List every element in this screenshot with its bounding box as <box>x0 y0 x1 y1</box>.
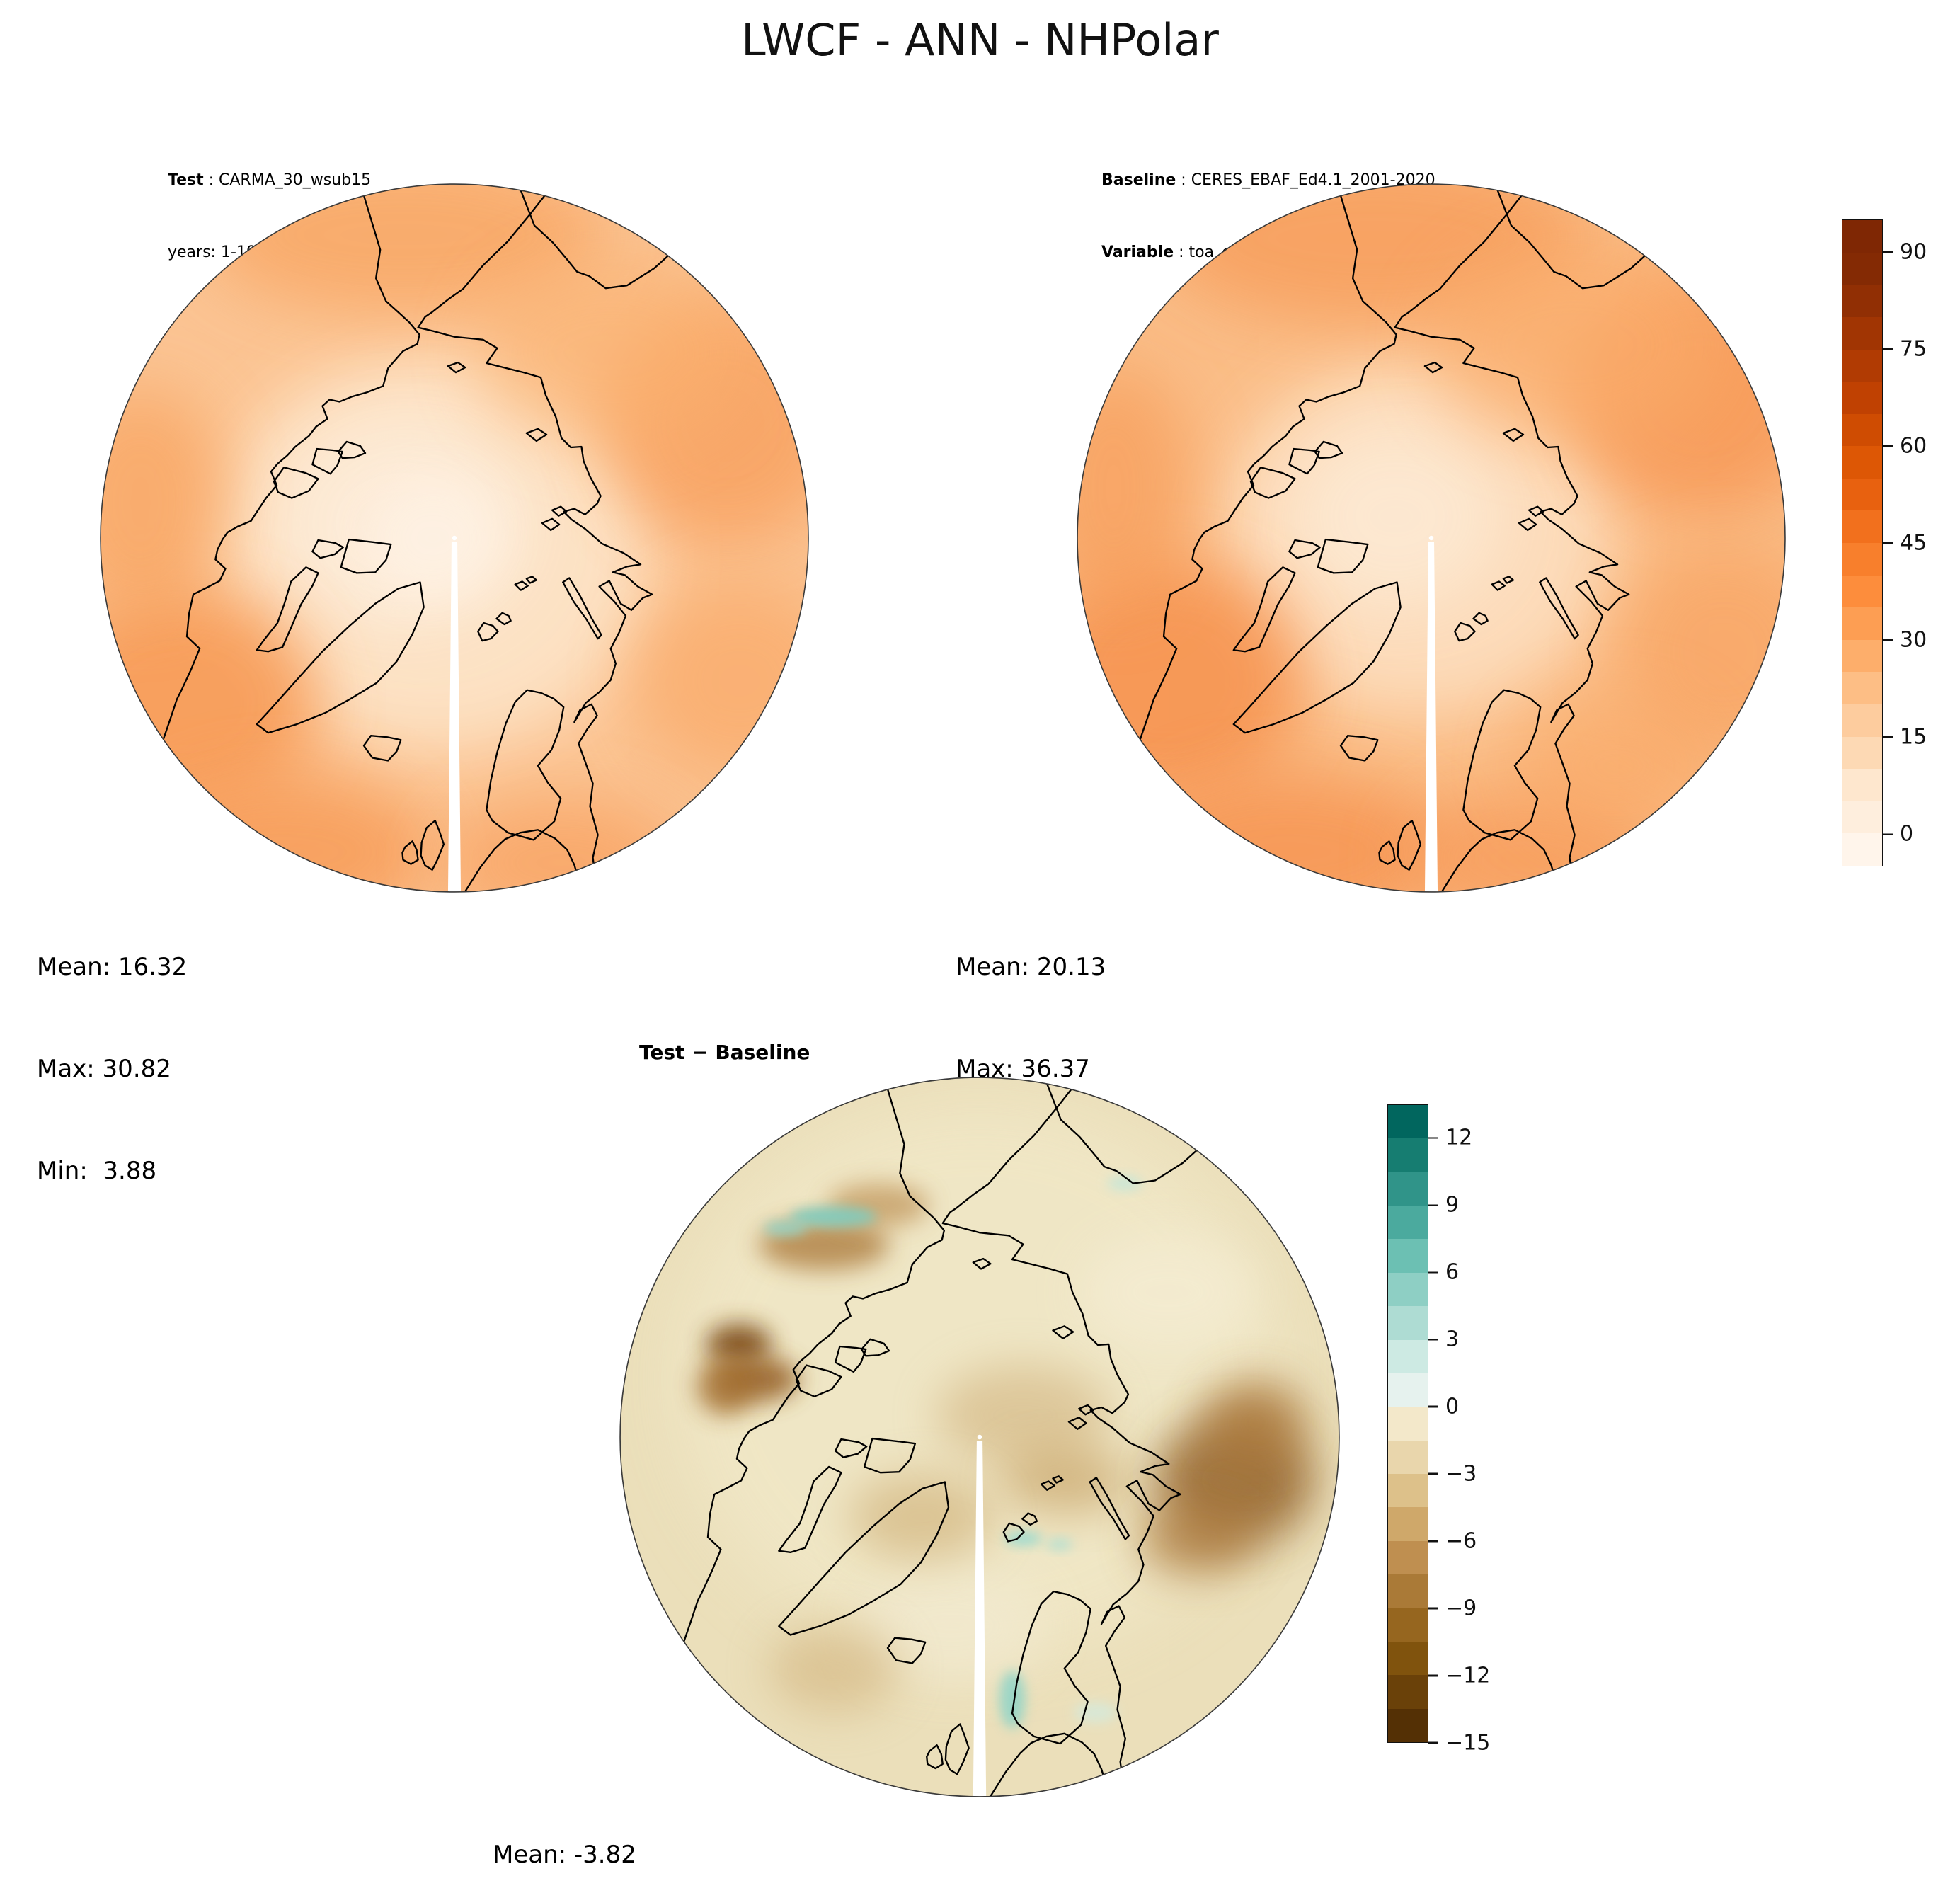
colorbar-diff-ticks: −15 −12 −9 −6 −3 0 3 6 9 12 <box>1428 1104 1520 1756</box>
pole-dot <box>452 535 457 541</box>
colorbar-diff-body <box>1387 1104 1428 1743</box>
tick-mark <box>1883 348 1893 350</box>
tick-label: 75 <box>1900 336 1927 362</box>
test-stat-min: Min: 3.88 <box>37 1157 157 1185</box>
map-test-boundary <box>100 183 809 893</box>
map-baseline <box>1077 183 1786 893</box>
tick-label: 30 <box>1900 627 1927 653</box>
tick-mark <box>1428 1271 1438 1274</box>
colorbar-tick--6: −6 <box>1428 1529 1477 1554</box>
tick-mark <box>1883 736 1893 738</box>
figure-title: LWCF - ANN - NHPolar <box>741 14 1219 66</box>
tick-mark <box>1428 1472 1438 1475</box>
colorbar-tick-60: 60 <box>1883 433 1927 458</box>
diff-stat-mean: Mean: -3.82 <box>493 1841 636 1869</box>
tick-mark <box>1883 445 1893 447</box>
colorbar-tick--9: −9 <box>1428 1596 1477 1621</box>
map-baseline-boundary <box>1077 183 1786 893</box>
colorbar-main-ticks: 0 15 30 45 60 75 90 <box>1883 219 1960 866</box>
colorbar-tick--3: −3 <box>1428 1462 1477 1487</box>
baseline-stat-mean: Mean: 20.13 <box>956 953 1106 981</box>
tick-mark <box>1428 1540 1438 1543</box>
tick-mark <box>1428 1204 1438 1206</box>
tick-label: 15 <box>1900 724 1927 750</box>
map-test <box>100 183 809 893</box>
baseline-variable-key: Variable <box>1101 244 1174 261</box>
tick-label: 6 <box>1445 1259 1460 1285</box>
colorbar-diff: −15 −12 −9 −6 −3 0 3 6 9 12 <box>1387 1104 1490 1756</box>
tick-mark <box>1883 542 1893 544</box>
colorbar-tick-9: 9 <box>1428 1193 1459 1218</box>
tick-label: 60 <box>1900 433 1927 459</box>
tick-label: −15 <box>1445 1730 1491 1756</box>
colorbar-tick-15: 15 <box>1883 725 1927 750</box>
tick-label: 90 <box>1900 239 1927 265</box>
pole-dot <box>977 1434 982 1440</box>
tick-mark <box>1883 251 1893 253</box>
tick-mark <box>1883 833 1893 835</box>
test-stat-max: Max: 30.82 <box>37 1055 171 1083</box>
test-stat-mean: Mean: 16.32 <box>37 953 188 981</box>
colorbar-tick-90: 90 <box>1883 239 1927 264</box>
tick-mark <box>1428 1137 1438 1139</box>
tick-mark <box>1428 1674 1438 1677</box>
tick-label: 3 <box>1445 1327 1460 1352</box>
tick-mark <box>1883 639 1893 641</box>
colorbar-tick-0: 0 <box>1883 822 1913 847</box>
test-label: Test : CARMA_30_wsub15 <box>168 168 371 193</box>
map-diff <box>619 1077 1340 1797</box>
tick-label: 9 <box>1445 1192 1460 1218</box>
baseline-label: Baseline : CERES_EBAF_Ed4.1_2001-2020 <box>1101 168 1435 193</box>
tick-mark <box>1428 1607 1438 1610</box>
tick-mark <box>1428 1405 1438 1408</box>
test-label-key: Test <box>168 171 204 189</box>
map-panel-baseline <box>1074 181 1788 895</box>
colorbar-main-body <box>1842 219 1883 866</box>
tick-mark <box>1428 1741 1438 1744</box>
baseline-label-key: Baseline <box>1101 171 1176 189</box>
colorbar-tick--15: −15 <box>1428 1731 1490 1756</box>
colorbar-tick-12: 12 <box>1428 1126 1472 1150</box>
diff-stats: Mean: -3.82 Max: 8.34 Min: -17.48 <box>493 1770 636 1888</box>
tick-label: −12 <box>1445 1663 1491 1688</box>
colorbar-tick-30: 30 <box>1883 628 1927 653</box>
colorbar-main: 0 15 30 45 60 75 90 <box>1842 219 1927 866</box>
colorbar-tick-45: 45 <box>1883 531 1927 556</box>
test-label-value: : CARMA_30_wsub15 <box>203 171 372 189</box>
prime-meridian-seam <box>973 1441 987 1797</box>
prime-meridian-seam <box>1424 542 1438 892</box>
map-panel-test <box>98 181 811 895</box>
tick-label: −6 <box>1445 1528 1477 1554</box>
colorbar-tick-0: 0 <box>1428 1395 1459 1419</box>
map-diff-boundary <box>619 1077 1340 1797</box>
test-stats: Mean: 16.32 Max: 30.82 Min: 3.88 <box>37 882 187 1256</box>
colorbar-tick--12: −12 <box>1428 1664 1490 1688</box>
tick-label: 0 <box>1445 1394 1460 1419</box>
tick-label: 12 <box>1445 1125 1473 1150</box>
tick-label: −9 <box>1445 1596 1477 1621</box>
tick-mark <box>1428 1339 1438 1341</box>
colorbar-tick-3: 3 <box>1428 1327 1459 1352</box>
colorbar-tick-6: 6 <box>1428 1260 1459 1285</box>
diff-panel-title: Test − Baseline <box>639 1041 810 1064</box>
tick-label: −3 <box>1445 1461 1477 1487</box>
colorbar-tick-75: 75 <box>1883 336 1927 361</box>
prime-meridian-seam <box>447 542 462 892</box>
map-panel-diff <box>617 1075 1342 1800</box>
pole-dot <box>1428 535 1434 541</box>
tick-label: 0 <box>1900 821 1914 847</box>
tick-label: 45 <box>1900 530 1927 556</box>
